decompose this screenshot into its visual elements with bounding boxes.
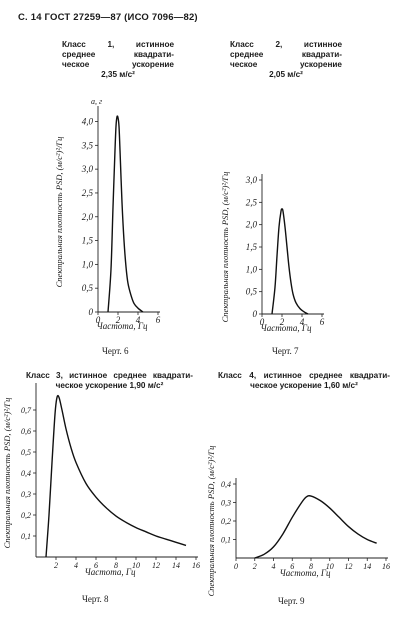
x-tick-label: 0 (234, 562, 238, 571)
chart-2-figure-label: Черт. 7 (272, 346, 299, 356)
y-tick-label: 0,7 (21, 406, 32, 415)
x-tick-label: 4 (272, 562, 276, 571)
x-tick-label: 6 (156, 315, 161, 325)
x-tick-label: 6 (290, 562, 294, 571)
y-tick-label: 1,5 (82, 236, 94, 246)
y-tick-label: 0,2 (21, 511, 31, 520)
x-tick-label: 6 (320, 317, 325, 327)
caption-line: ческое ускорение (230, 60, 342, 69)
x-tick-label: 2 (280, 317, 285, 327)
caption-line: 2,05 м/с² (269, 70, 303, 79)
x-axis-label: Частота, Гц (85, 567, 136, 577)
caption-line: среднее квадрати- (62, 50, 174, 59)
y-tick-label: 0,5 (21, 448, 31, 457)
chart-1-caption: Класс 1, истинное среднее квадрати-ческое… (62, 40, 174, 80)
chart-4-caption: Класс 4, истинное среднее квадрати-ческо… (218, 371, 390, 391)
y-tick-label: 0,3 (21, 490, 31, 499)
x-tick-label: 6 (94, 561, 98, 570)
y-tick-label: 4,0 (82, 117, 94, 127)
y-tick-label: 3,5 (81, 140, 94, 150)
caption-line: ческое ускорение 1,90 м/с² (55, 381, 164, 390)
y-tick-label: 3,0 (81, 164, 94, 174)
x-tick-label: 14 (363, 562, 371, 571)
x-tick-label: 2 (54, 561, 58, 570)
caption-line: среднее квадрати- (230, 50, 342, 59)
series-line (271, 208, 309, 315)
x-tick-label: 2 (116, 315, 121, 325)
page-header: С. 14 ГОСТ 27259—87 (ИСО 7096—82) (18, 12, 198, 23)
chart-4-figure-label: Черт. 9 (278, 596, 305, 606)
y-tick-label: 0,5 (82, 283, 94, 293)
x-axis-label: Частота, Гц (280, 568, 331, 578)
y-tick-label: 0,2 (221, 517, 231, 526)
caption-line: ческое ускорение (62, 60, 174, 69)
x-tick-label: 8 (309, 562, 313, 571)
y-axis-label: Спектральная плотность PSD, (м/с²)²/Гц (220, 172, 230, 323)
caption-line: Класс 1, истинное (62, 40, 174, 49)
caption-line: Класс 3, истинное среднее квадрати- (26, 371, 193, 380)
series-line (107, 115, 144, 313)
chart-3-figure-label: Черт. 8 (82, 594, 109, 604)
x-axis-label: Частота, Гц (261, 323, 312, 333)
chart-2-caption: Класс 2, истинное среднее квадрати-ческое… (230, 40, 342, 80)
chart-3-caption: Класс 3, истинное среднее квадрати-ческо… (26, 371, 193, 391)
x-tick-label: 10 (132, 561, 140, 570)
chart-1-figure-label: Черт. 6 (102, 346, 129, 356)
y-tick-label: 2,5 (82, 188, 94, 198)
y-tick-label: 0,5 (246, 287, 258, 297)
y-axis-label: Спектральная плотность PSD, (м/с²)²/Гц (206, 446, 216, 597)
x-tick-label: 0 (96, 315, 101, 325)
y-tick-label: 0,4 (21, 469, 31, 478)
series-line (45, 394, 187, 558)
y-axis-label: Спектральная плотность PSD, (м/с²)²/Гц (2, 398, 12, 549)
caption-line: Класс 2, истинное (230, 40, 342, 49)
x-tick-label: 4 (136, 315, 141, 325)
x-tick-label: 2 (253, 562, 257, 571)
x-tick-label: 4 (74, 561, 78, 570)
y-tick-label: 1,5 (246, 242, 258, 252)
y-unit-label: a, г (91, 97, 102, 106)
y-tick-label: 0,4 (221, 480, 231, 489)
caption-line: Класс 4, истинное среднее квадрати- (218, 371, 390, 380)
y-tick-label: 2,5 (246, 197, 258, 207)
series-line (254, 495, 377, 559)
y-tick-label: 0,6 (21, 427, 31, 436)
x-axis-label: Частота, Гц (97, 321, 148, 331)
y-tick-label: 3,0 (245, 175, 258, 185)
y-tick-label: 0 (253, 309, 258, 319)
x-tick-label: 10 (326, 562, 334, 571)
x-tick-label: 8 (114, 561, 118, 570)
y-tick-label: 0 (89, 307, 94, 317)
y-tick-label: 0,1 (21, 532, 31, 541)
y-tick-label: 2,0 (246, 220, 258, 230)
y-tick-label: 1,0 (82, 259, 94, 269)
y-tick-label: 2,0 (82, 212, 94, 222)
y-tick-label: 1,0 (246, 264, 258, 274)
x-tick-label: 16 (192, 561, 200, 570)
x-tick-label: 16 (382, 562, 390, 571)
caption-line: 2,35 м/с² (101, 70, 135, 79)
y-axis-label: Спектральная плотность PSD, (м/с²)²/Гц (54, 137, 64, 288)
x-tick-label: 14 (172, 561, 180, 570)
x-tick-label: 12 (152, 561, 160, 570)
x-tick-label: 12 (345, 562, 353, 571)
x-tick-label: 4 (300, 317, 305, 327)
y-tick-label: 0,3 (221, 499, 231, 508)
x-tick-label: 0 (260, 317, 265, 327)
y-tick-label: 0,1 (221, 536, 231, 545)
caption-line: ческое ускорение 1,60 м/с² (250, 381, 358, 390)
